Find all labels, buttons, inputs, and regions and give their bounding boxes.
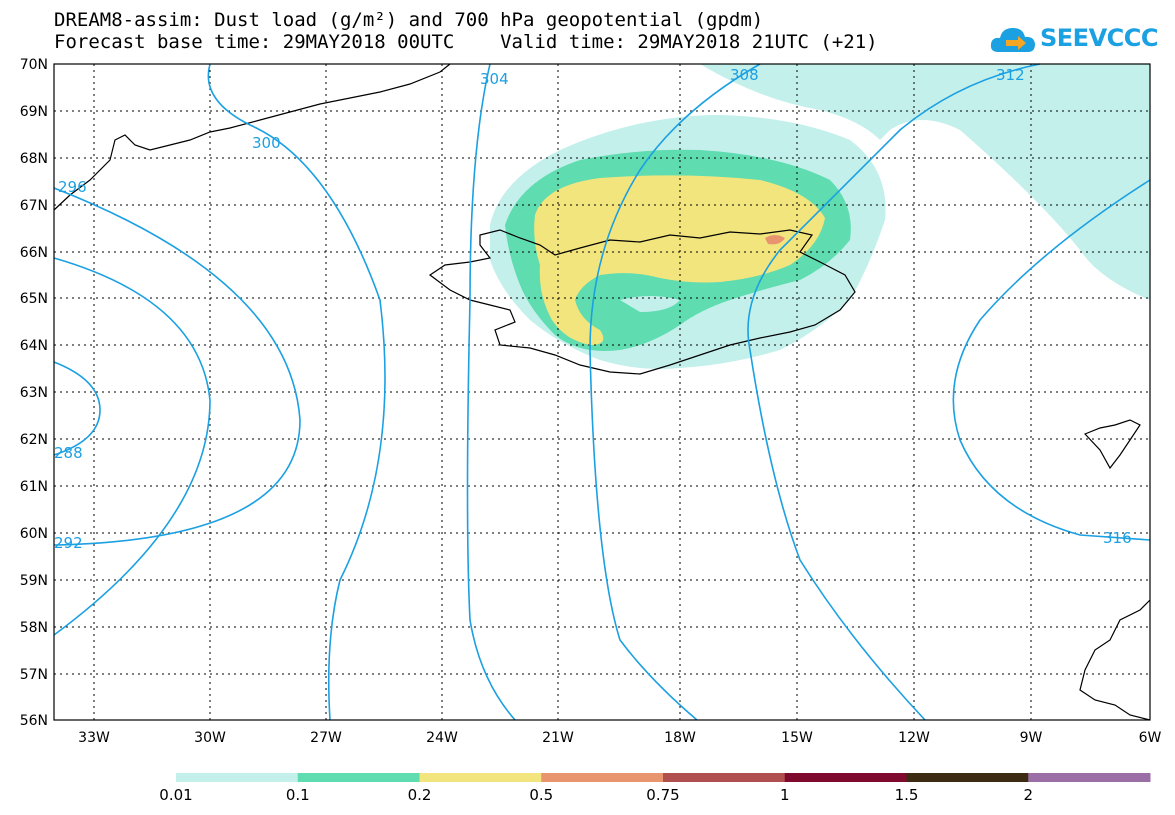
greenland-coast <box>53 63 451 211</box>
scotland-coast <box>1079 599 1151 721</box>
colorbar-label: 0.5 <box>529 786 554 804</box>
lat-label: 56N <box>20 713 48 729</box>
lon-label: 21W <box>542 730 574 746</box>
lat-label: 62N <box>20 432 48 448</box>
colorbar-swatch <box>176 773 299 782</box>
lon-label: 27W <box>310 730 342 746</box>
lon-label: 9W <box>1020 730 1043 746</box>
lat-label: 68N <box>20 151 48 167</box>
contour-label: 292 <box>54 534 83 552</box>
colorbar-swatch <box>906 773 1029 782</box>
lon-label: 33W <box>78 730 110 746</box>
lon-label: 12W <box>898 730 930 746</box>
colorbar-swatch <box>663 773 786 782</box>
lon-label: 24W <box>426 730 458 746</box>
lat-label: 66N <box>20 245 48 261</box>
lat-label: 64N <box>20 338 48 354</box>
colorbar-label: 0.75 <box>646 786 680 804</box>
lat-label: 63N <box>20 385 48 401</box>
lat-label: 67N <box>20 198 48 214</box>
lat-label: 65N <box>20 291 48 307</box>
colorbar-swatch <box>784 773 907 782</box>
colorbar-swatch <box>541 773 664 782</box>
map-frame <box>53 63 1151 721</box>
contour-label: 300 <box>252 134 281 152</box>
dust-field-05 <box>765 235 785 245</box>
contour-label: 308 <box>730 66 759 84</box>
lat-label: 70N <box>20 57 48 73</box>
seevccc-logo: SEEVCCC <box>988 20 1168 60</box>
lat-label: 60N <box>20 526 48 542</box>
lat-label: 61N <box>20 479 48 495</box>
map-title: DREAM8-assim: Dust load (g/m²) and 700 h… <box>54 9 764 31</box>
dust-field-001-ne <box>700 64 1150 300</box>
colorbar-label: 1 <box>779 786 790 804</box>
dust-layer <box>490 64 1150 369</box>
contour-label: 288 <box>54 444 83 462</box>
contour-labels: 296 300 304 308 312 288 292 316 <box>54 66 1132 552</box>
map-subtitle: Forecast base time: 29MAY2018 00UTC Vali… <box>54 31 878 53</box>
latitude-labels: 70N 69N 68N 67N 66N 65N 64N 63N 62N 61N … <box>20 57 48 729</box>
lon-label: 6W <box>1139 730 1162 746</box>
faroe-coast <box>1083 419 1141 470</box>
lat-label: 58N <box>20 620 48 636</box>
cloud-icon <box>990 28 1035 52</box>
contour-label: 296 <box>58 178 87 196</box>
lon-label: 30W <box>194 730 226 746</box>
colorbar-label: 1.5 <box>894 786 919 804</box>
colorbar-swatch <box>297 773 420 782</box>
colorbar-label: 0.01 <box>159 786 193 804</box>
graticule <box>54 64 1150 720</box>
longitude-labels: 33W 30W 27W 24W 21W 18W 15W 12W 9W 6W <box>78 730 1161 746</box>
colorbar-swatch <box>1028 773 1151 782</box>
colorbar-label: 0.2 <box>407 786 432 804</box>
lat-label: 59N <box>20 573 48 589</box>
logo-text: SEEVCCC <box>1040 24 1159 52</box>
lat-label: 69N <box>20 104 48 120</box>
dust-hole-001 <box>620 296 680 312</box>
dust-field-02 <box>534 175 825 345</box>
lon-label: 18W <box>664 730 696 746</box>
geopotential-contours <box>53 63 1151 721</box>
colorbar-label: 2 <box>1023 786 1034 804</box>
colorbar-label: 0.1 <box>285 786 310 804</box>
contour-label: 304 <box>480 70 509 88</box>
contour-label: 312 <box>996 66 1025 84</box>
lon-label: 15W <box>781 730 813 746</box>
lat-label: 57N <box>20 667 48 683</box>
colorbar-swatch <box>419 773 542 782</box>
colorbar <box>176 773 1151 782</box>
contour-label: 316 <box>1103 529 1132 547</box>
